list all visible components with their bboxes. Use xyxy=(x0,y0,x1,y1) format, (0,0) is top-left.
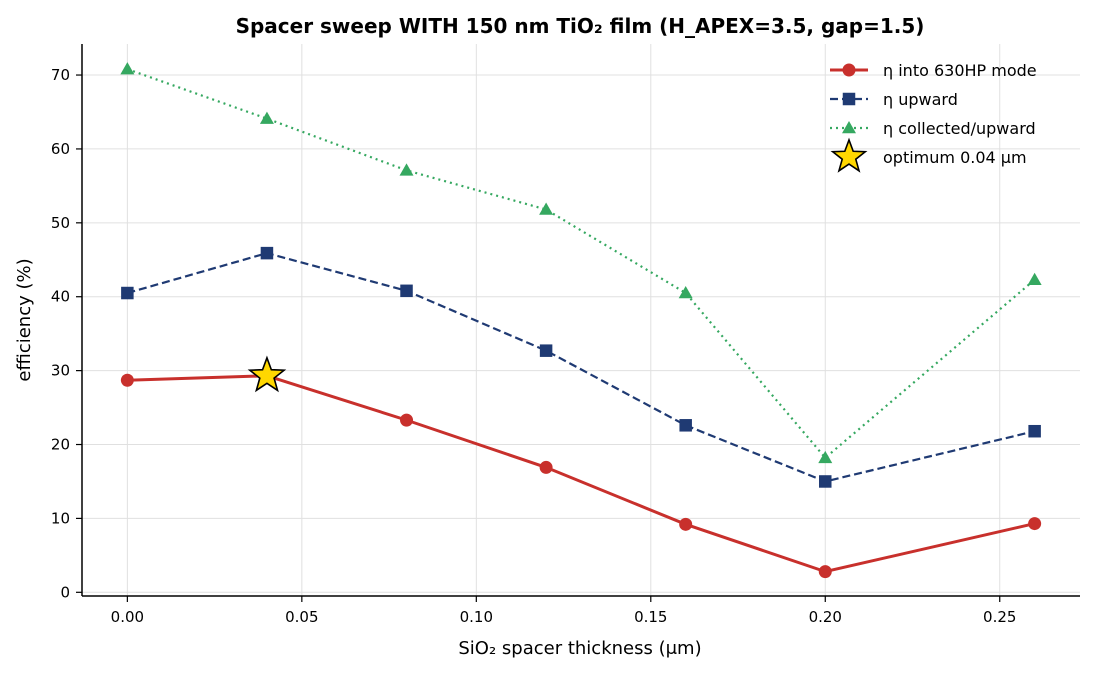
y-tick-label: 60 xyxy=(51,140,70,158)
data-point xyxy=(818,450,833,464)
data-point xyxy=(400,413,414,427)
y-axis-label: efficiency (%) xyxy=(14,258,35,381)
y-tick-label: 70 xyxy=(51,66,70,84)
data-point xyxy=(819,475,832,488)
data-point xyxy=(1028,517,1042,531)
x-tick-label: 0.10 xyxy=(460,608,493,626)
optimum-star-marker xyxy=(247,355,287,393)
x-tick-label: 0.25 xyxy=(983,608,1016,626)
legend: η into 630HP mode η upward η collected/upw… xyxy=(830,61,1037,173)
legend-item: η into 630HP mode xyxy=(830,61,1037,80)
legend-marker xyxy=(842,121,856,134)
series-layer xyxy=(120,62,1042,579)
legend-marker xyxy=(842,92,856,106)
x-tick-label: 0.05 xyxy=(285,608,318,626)
x-tick-label: 0.20 xyxy=(809,608,842,626)
data-point xyxy=(818,565,832,579)
y-tick-label: 20 xyxy=(51,436,70,454)
x-tick-label: 0.00 xyxy=(111,608,144,626)
series-2 xyxy=(121,246,1041,488)
axes: 0.00 0.05 0.10 0.15 0.20 0.25 0 10 20 30 40 50 60 70 xyxy=(51,44,1080,626)
x-axis-label: SiO₂ spacer thickness (μm) xyxy=(458,638,701,659)
legend-label: η collected/upward xyxy=(883,119,1036,138)
legend-marker xyxy=(830,137,868,173)
data-point xyxy=(539,460,553,474)
data-point xyxy=(120,373,134,387)
legend-label: η into 630HP mode xyxy=(883,61,1037,80)
chart-title: Spacer sweep WITH 150 nm TiO₂ film (H_AP… xyxy=(236,14,925,38)
y-tick-label: 0 xyxy=(60,583,70,601)
x-tick-label: 0.15 xyxy=(634,608,667,626)
legend-item: optimum 0.04 μm xyxy=(830,137,1027,173)
data-point xyxy=(679,419,692,432)
y-tick-label: 30 xyxy=(51,362,70,380)
data-point xyxy=(121,286,134,300)
data-point xyxy=(1027,272,1042,285)
data-point xyxy=(399,163,414,176)
data-point xyxy=(539,202,554,215)
legend-label: optimum 0.04 μm xyxy=(883,148,1027,167)
y-tick-label: 50 xyxy=(51,214,70,232)
legend-label: η upward xyxy=(883,90,958,109)
legend-item: η upward xyxy=(830,90,958,109)
data-point xyxy=(259,111,274,124)
legend-item: η collected/upward xyxy=(830,119,1036,138)
legend-marker xyxy=(842,63,856,77)
data-point xyxy=(120,62,135,75)
y-tick-label: 40 xyxy=(51,288,70,306)
data-point xyxy=(678,286,693,299)
series-3 xyxy=(120,62,1042,464)
data-point xyxy=(539,344,553,357)
data-point xyxy=(260,246,274,260)
data-point xyxy=(1028,424,1041,438)
y-tick-label: 10 xyxy=(51,509,70,527)
data-point xyxy=(400,284,413,298)
data-point xyxy=(679,517,693,531)
